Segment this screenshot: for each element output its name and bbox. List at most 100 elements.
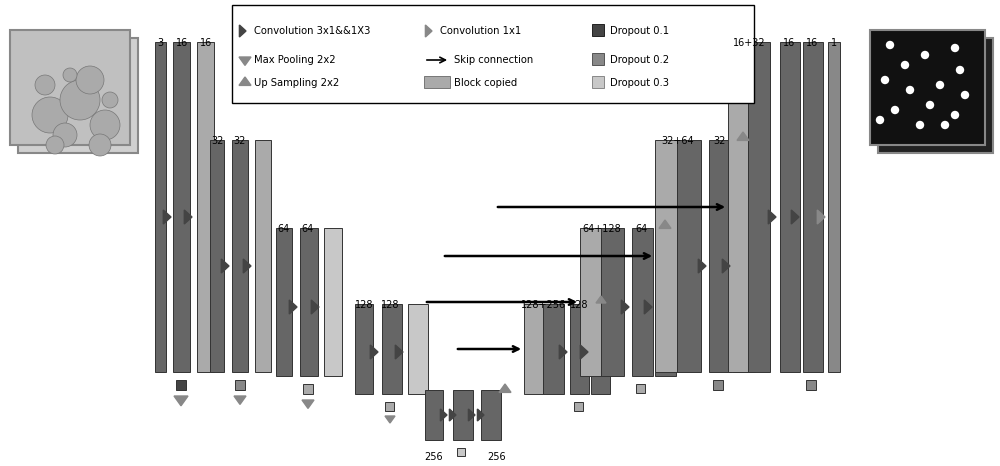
Bar: [733, 140, 755, 372]
Text: 256: 256: [488, 452, 506, 462]
Circle shape: [882, 76, 889, 83]
Polygon shape: [221, 259, 229, 273]
Bar: [636, 384, 645, 393]
Bar: [300, 228, 318, 376]
Bar: [197, 42, 214, 372]
Polygon shape: [425, 25, 432, 37]
Bar: [574, 402, 583, 411]
Circle shape: [76, 66, 104, 94]
Polygon shape: [395, 345, 403, 359]
Bar: [592, 24, 604, 36]
Polygon shape: [817, 210, 825, 224]
Polygon shape: [621, 300, 629, 314]
Bar: [232, 140, 248, 372]
Circle shape: [952, 111, 958, 118]
Circle shape: [46, 136, 64, 154]
Circle shape: [90, 110, 120, 140]
Polygon shape: [698, 259, 706, 273]
Text: Dropout 0.3: Dropout 0.3: [610, 78, 669, 88]
Text: 128: 128: [570, 300, 588, 310]
Text: Skip connection: Skip connection: [454, 55, 533, 65]
Bar: [235, 380, 245, 390]
Polygon shape: [302, 400, 314, 408]
Bar: [870, 30, 985, 145]
Polygon shape: [440, 409, 447, 421]
Circle shape: [63, 68, 77, 82]
Bar: [232, 5, 754, 103]
Text: 128: 128: [355, 300, 373, 310]
Bar: [276, 228, 292, 376]
Bar: [592, 53, 604, 65]
Text: Dropout 0.2: Dropout 0.2: [610, 55, 669, 65]
Polygon shape: [468, 409, 475, 421]
Text: Block copied: Block copied: [454, 78, 517, 88]
Circle shape: [887, 41, 894, 48]
Polygon shape: [559, 345, 567, 359]
Text: 64: 64: [278, 224, 290, 234]
Bar: [655, 140, 677, 372]
Circle shape: [32, 97, 68, 133]
Text: 16: 16: [783, 38, 795, 48]
Bar: [210, 140, 224, 372]
Polygon shape: [449, 409, 456, 421]
Polygon shape: [768, 210, 776, 224]
Circle shape: [902, 62, 908, 69]
Bar: [780, 42, 800, 372]
Polygon shape: [239, 57, 251, 65]
Text: 32: 32: [234, 136, 246, 146]
Bar: [457, 448, 465, 456]
Text: Up Sampling 2x2: Up Sampling 2x2: [254, 78, 339, 88]
Text: 64+128: 64+128: [583, 224, 621, 234]
Text: 16: 16: [200, 38, 212, 48]
Polygon shape: [163, 210, 171, 224]
Bar: [803, 42, 823, 372]
Bar: [18, 38, 138, 153]
Polygon shape: [659, 220, 671, 228]
Circle shape: [102, 92, 118, 108]
Bar: [453, 390, 473, 440]
Text: 16: 16: [176, 38, 188, 48]
Polygon shape: [239, 77, 251, 85]
Bar: [385, 402, 394, 411]
Circle shape: [53, 123, 77, 147]
Bar: [255, 140, 271, 372]
Bar: [632, 228, 653, 376]
Bar: [655, 228, 676, 376]
Text: 128: 128: [381, 300, 399, 310]
Circle shape: [916, 122, 924, 129]
Text: 32: 32: [211, 136, 223, 146]
Polygon shape: [580, 345, 588, 359]
Bar: [591, 304, 610, 394]
Polygon shape: [385, 416, 395, 423]
Bar: [408, 304, 428, 394]
Bar: [601, 228, 624, 376]
Bar: [425, 390, 443, 440]
Circle shape: [922, 52, 928, 59]
Bar: [543, 304, 564, 394]
Bar: [728, 42, 748, 372]
Polygon shape: [243, 259, 251, 273]
Text: 128+256: 128+256: [521, 300, 567, 310]
Polygon shape: [234, 396, 246, 404]
Circle shape: [35, 75, 55, 95]
Bar: [173, 42, 190, 372]
Polygon shape: [644, 300, 652, 314]
Text: 64: 64: [302, 224, 314, 234]
Bar: [828, 42, 840, 372]
Text: Dropout 0.1: Dropout 0.1: [610, 26, 669, 36]
Text: 32: 32: [713, 136, 725, 146]
Text: 1: 1: [831, 38, 837, 48]
Bar: [580, 228, 601, 376]
Circle shape: [926, 102, 934, 109]
Polygon shape: [477, 409, 484, 421]
Bar: [709, 140, 731, 372]
Circle shape: [89, 134, 111, 156]
Text: 16+32: 16+32: [733, 38, 765, 48]
Text: Max Pooling 2x2: Max Pooling 2x2: [254, 55, 336, 65]
Polygon shape: [722, 259, 730, 273]
Bar: [324, 228, 342, 376]
Circle shape: [942, 122, 948, 129]
Text: 256: 256: [425, 452, 443, 462]
Polygon shape: [370, 345, 378, 359]
Bar: [176, 380, 186, 390]
